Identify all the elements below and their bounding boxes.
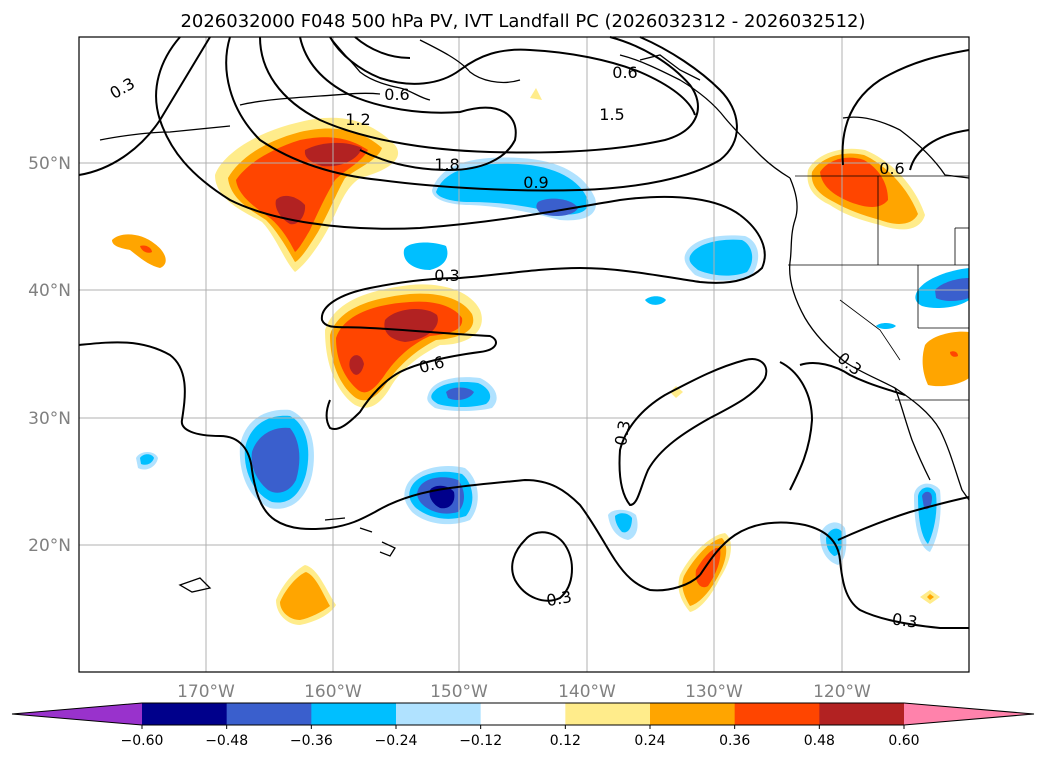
colorbar-tick-label: −0.48	[205, 733, 248, 749]
colorbar-tick-label: 0.36	[719, 733, 750, 749]
warm-speck-1	[670, 386, 683, 398]
colorbar-tick-label: −0.60	[121, 733, 164, 749]
cool-anomaly-hawaii-max	[429, 485, 455, 509]
figure-title: 2026032000 F048 500 hPa PV, IVT Landfall…	[180, 11, 865, 32]
lat-label: 50°N	[28, 154, 71, 174]
colorbar-segment	[480, 703, 566, 725]
colorbar-tick-label: 0.24	[634, 733, 665, 749]
contour-label: 1.5	[599, 105, 624, 124]
colorbar-segment	[650, 703, 736, 725]
warm-anomaly-east-coast-core	[950, 351, 958, 357]
colorbar-segment	[734, 703, 820, 725]
lat-label: 20°N	[28, 536, 71, 556]
contour-label: 0.6	[879, 159, 904, 178]
lon-label: 130°W	[685, 682, 743, 702]
colorbar-segment	[226, 703, 312, 725]
lon-label: 150°W	[430, 682, 488, 702]
lat-label: 30°N	[28, 409, 71, 429]
warm-anomaly-sw-core	[280, 572, 330, 620]
cool-anomaly-se-mid	[918, 487, 937, 544]
colorbar-extend-low	[12, 703, 142, 725]
graticule	[79, 37, 969, 672]
cool-anomaly-se-core	[922, 491, 932, 510]
colorbar-segment	[565, 703, 651, 725]
colorbar-extend-high	[904, 703, 1034, 725]
latitude-labels: 50°N 40°N 30°N 20°N	[28, 154, 71, 556]
warm-anomaly-west-core	[140, 245, 152, 253]
pv-negative-anomalies	[136, 157, 969, 565]
warm-anomaly-ne-core	[820, 157, 888, 207]
colorbar: −0.60 −0.48 −0.36 −0.24 −0.12 0.12 0.24 0.36 0.4…	[11, 702, 1035, 749]
lon-label: 120°W	[813, 682, 871, 702]
colorbar-tick-label: −0.12	[459, 733, 502, 749]
warm-anomaly-central-max2	[349, 355, 364, 375]
colorbar-tick-label: 0.12	[550, 733, 581, 749]
map-panel: 0.3 0.6 1.2 0.6 1.5 1.8 0.9 0.3 0.6 0.3 …	[78, 36, 970, 673]
colorbar-segment	[819, 703, 905, 725]
contour-label: 0.6	[384, 85, 409, 104]
contour-label: 1.2	[345, 110, 370, 129]
cool-speck-3-core	[140, 454, 154, 465]
pv-positive-anomalies	[112, 88, 969, 625]
pv-contours	[78, 36, 970, 629]
contour-label: 0.3	[545, 587, 573, 610]
warm-anomaly-nw-core	[236, 137, 368, 252]
colorbar-segment	[311, 703, 397, 725]
cool-anomaly-central-core	[446, 387, 474, 400]
cool-anomaly-sw-core	[251, 427, 300, 493]
colorbar-tick-label: −0.36	[290, 733, 333, 749]
cool-speck-4-core	[615, 513, 632, 533]
contour-label: 0.3	[434, 266, 459, 285]
cool-anomaly-mid-core	[689, 239, 753, 276]
colorbar-tick-label: 0.48	[804, 733, 835, 749]
colorbar-segment	[142, 703, 228, 725]
warm-anomaly-east-coast	[922, 331, 969, 387]
longitude-labels: 170°W 160°W 150°W 140°W 130°W 120°W	[177, 682, 871, 702]
cool-speck-2	[876, 323, 896, 329]
cool-speck-1	[645, 296, 666, 305]
colorbar-tick-label: −0.24	[375, 733, 418, 749]
warm-anomaly-central-max	[384, 308, 438, 342]
warm-speck-2-core	[927, 594, 934, 600]
cool-anomaly-small-1	[403, 242, 448, 270]
contour-label: 0.6	[612, 63, 637, 82]
lon-label: 140°W	[558, 682, 616, 702]
contour-label: 0.3	[611, 419, 634, 447]
political-borders	[788, 175, 969, 401]
contour-label: 0.3	[891, 609, 919, 631]
lon-label: 170°W	[177, 682, 235, 702]
contour-label: 0.9	[523, 173, 548, 192]
map-frame	[78, 36, 970, 673]
warm-speck-3	[530, 88, 542, 100]
colorbar-tick-label: 0.60	[888, 733, 919, 749]
lon-label: 160°W	[304, 682, 362, 702]
lat-label: 40°N	[28, 281, 71, 301]
warm-anomaly-west-small	[112, 234, 166, 268]
contour-label: 1.8	[434, 155, 459, 174]
colorbar-segment	[396, 703, 482, 725]
